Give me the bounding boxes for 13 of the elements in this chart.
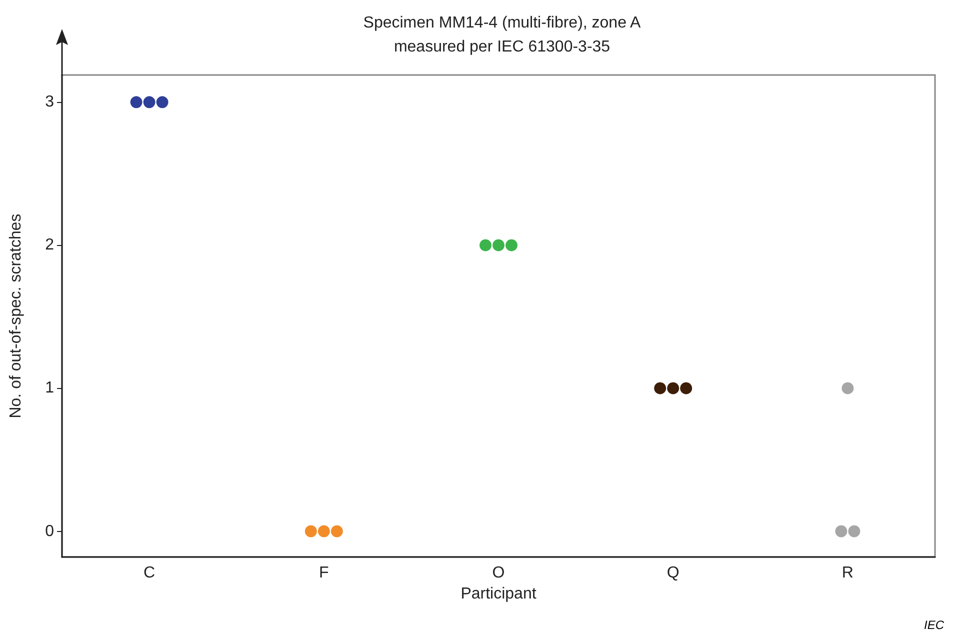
- y-tick-label: 3: [45, 94, 54, 111]
- chart-title: Specimen MM14-4 (multi-fibre), zone A measured per IEC 61300-3-35: [363, 14, 642, 56]
- y-axis-title: No. of out-of-spec. scratches: [8, 214, 24, 418]
- x-tick-label: F: [319, 564, 330, 582]
- y-tick-label: 1: [45, 380, 54, 397]
- y-tick-label: 0: [45, 522, 54, 540]
- x-tick-label: Q: [666, 564, 680, 582]
- x-tick-label: C: [144, 564, 156, 582]
- x-tick-label: O: [492, 564, 505, 582]
- y-tick-label: 2: [45, 236, 54, 254]
- text: IEC: [924, 618, 944, 632]
- x-axis-title: Participant: [460, 585, 537, 602]
- x-tick-label: R: [842, 564, 854, 582]
